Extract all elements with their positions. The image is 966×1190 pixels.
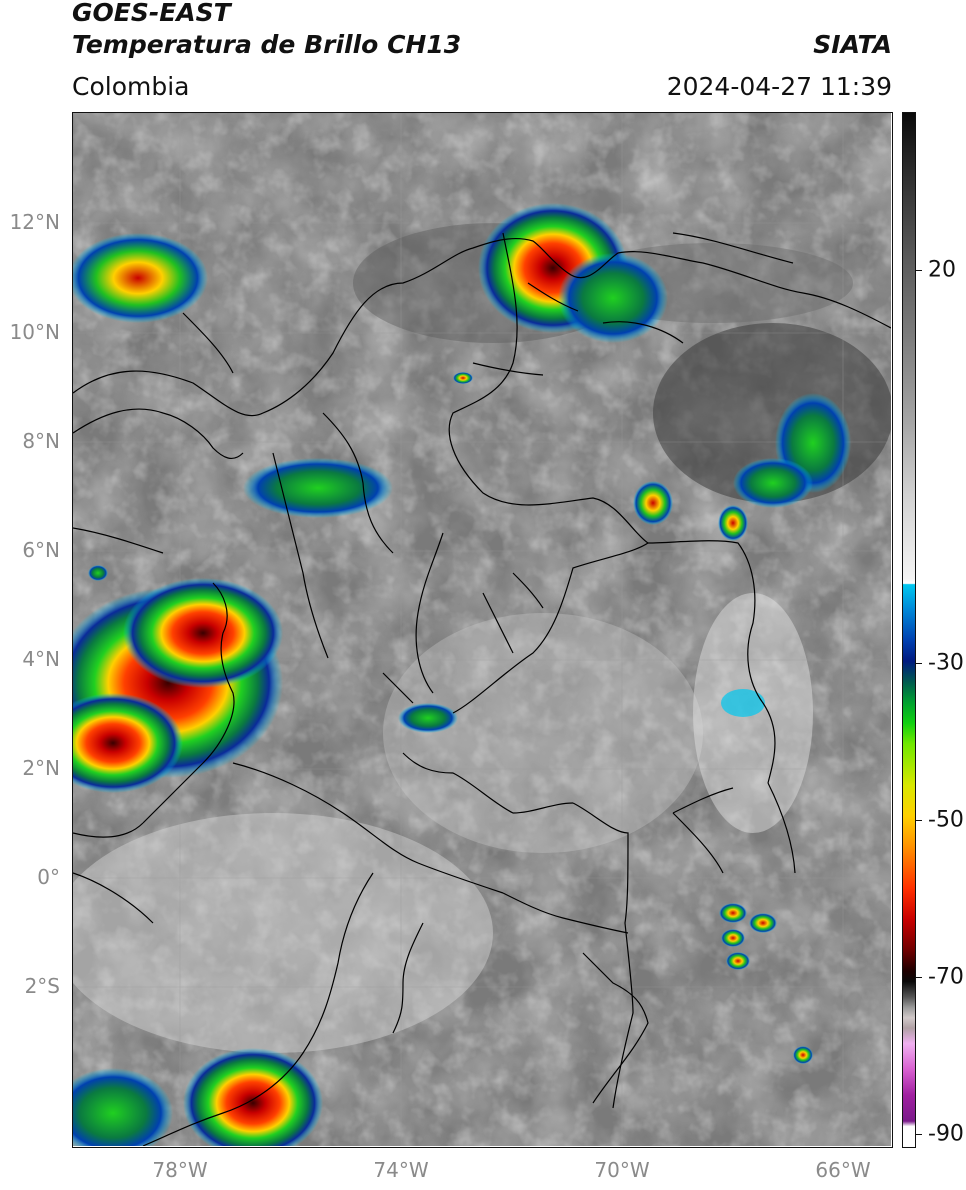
- colorbar-tick: [916, 1134, 922, 1135]
- colorbar-label-minus50: -50: [928, 807, 964, 833]
- colorbar-tick: [916, 270, 922, 271]
- lat-tick-2n: 2°N: [22, 756, 60, 780]
- borders: [73, 232, 891, 1146]
- product-title: Temperatura de Brillo CH13: [72, 30, 462, 59]
- colorbar-label-minus70: -70: [928, 964, 964, 990]
- colorbar-label-minus30: -30: [928, 650, 964, 676]
- lat-tick-8n: 8°N: [22, 429, 60, 453]
- colorbar-tick: [916, 663, 922, 664]
- colorbar-label-20: 20: [928, 257, 956, 283]
- lat-tick-6n: 6°N: [22, 538, 60, 562]
- lat-tick-0: 0°: [37, 865, 60, 889]
- region-label: Colombia: [72, 72, 190, 101]
- temperature-colorbar: [902, 112, 916, 1148]
- lon-tick-66w: 66°W: [815, 1158, 871, 1182]
- colorbar-tick: [916, 820, 922, 821]
- timestamp-label: 2024-04-27 11:39: [666, 72, 892, 101]
- lat-tick-2s: 2°S: [24, 974, 60, 998]
- lon-tick-74w: 74°W: [373, 1158, 429, 1182]
- satellite-title: GOES-EAST: [72, 0, 231, 27]
- colorbar-label-minus90: -90: [928, 1121, 964, 1147]
- brand-label: SIATA: [813, 30, 892, 59]
- lat-tick-12n: 12°N: [9, 210, 60, 234]
- satellite-map: [72, 112, 893, 1148]
- map-canvas: [73, 113, 891, 1146]
- lat-tick-10n: 10°N: [9, 320, 60, 344]
- graticule: [73, 113, 891, 1146]
- lon-tick-78w: 78°W: [152, 1158, 208, 1182]
- lon-tick-70w: 70°W: [594, 1158, 650, 1182]
- lat-tick-4n: 4°N: [22, 647, 60, 671]
- colorbar-tick: [916, 977, 922, 978]
